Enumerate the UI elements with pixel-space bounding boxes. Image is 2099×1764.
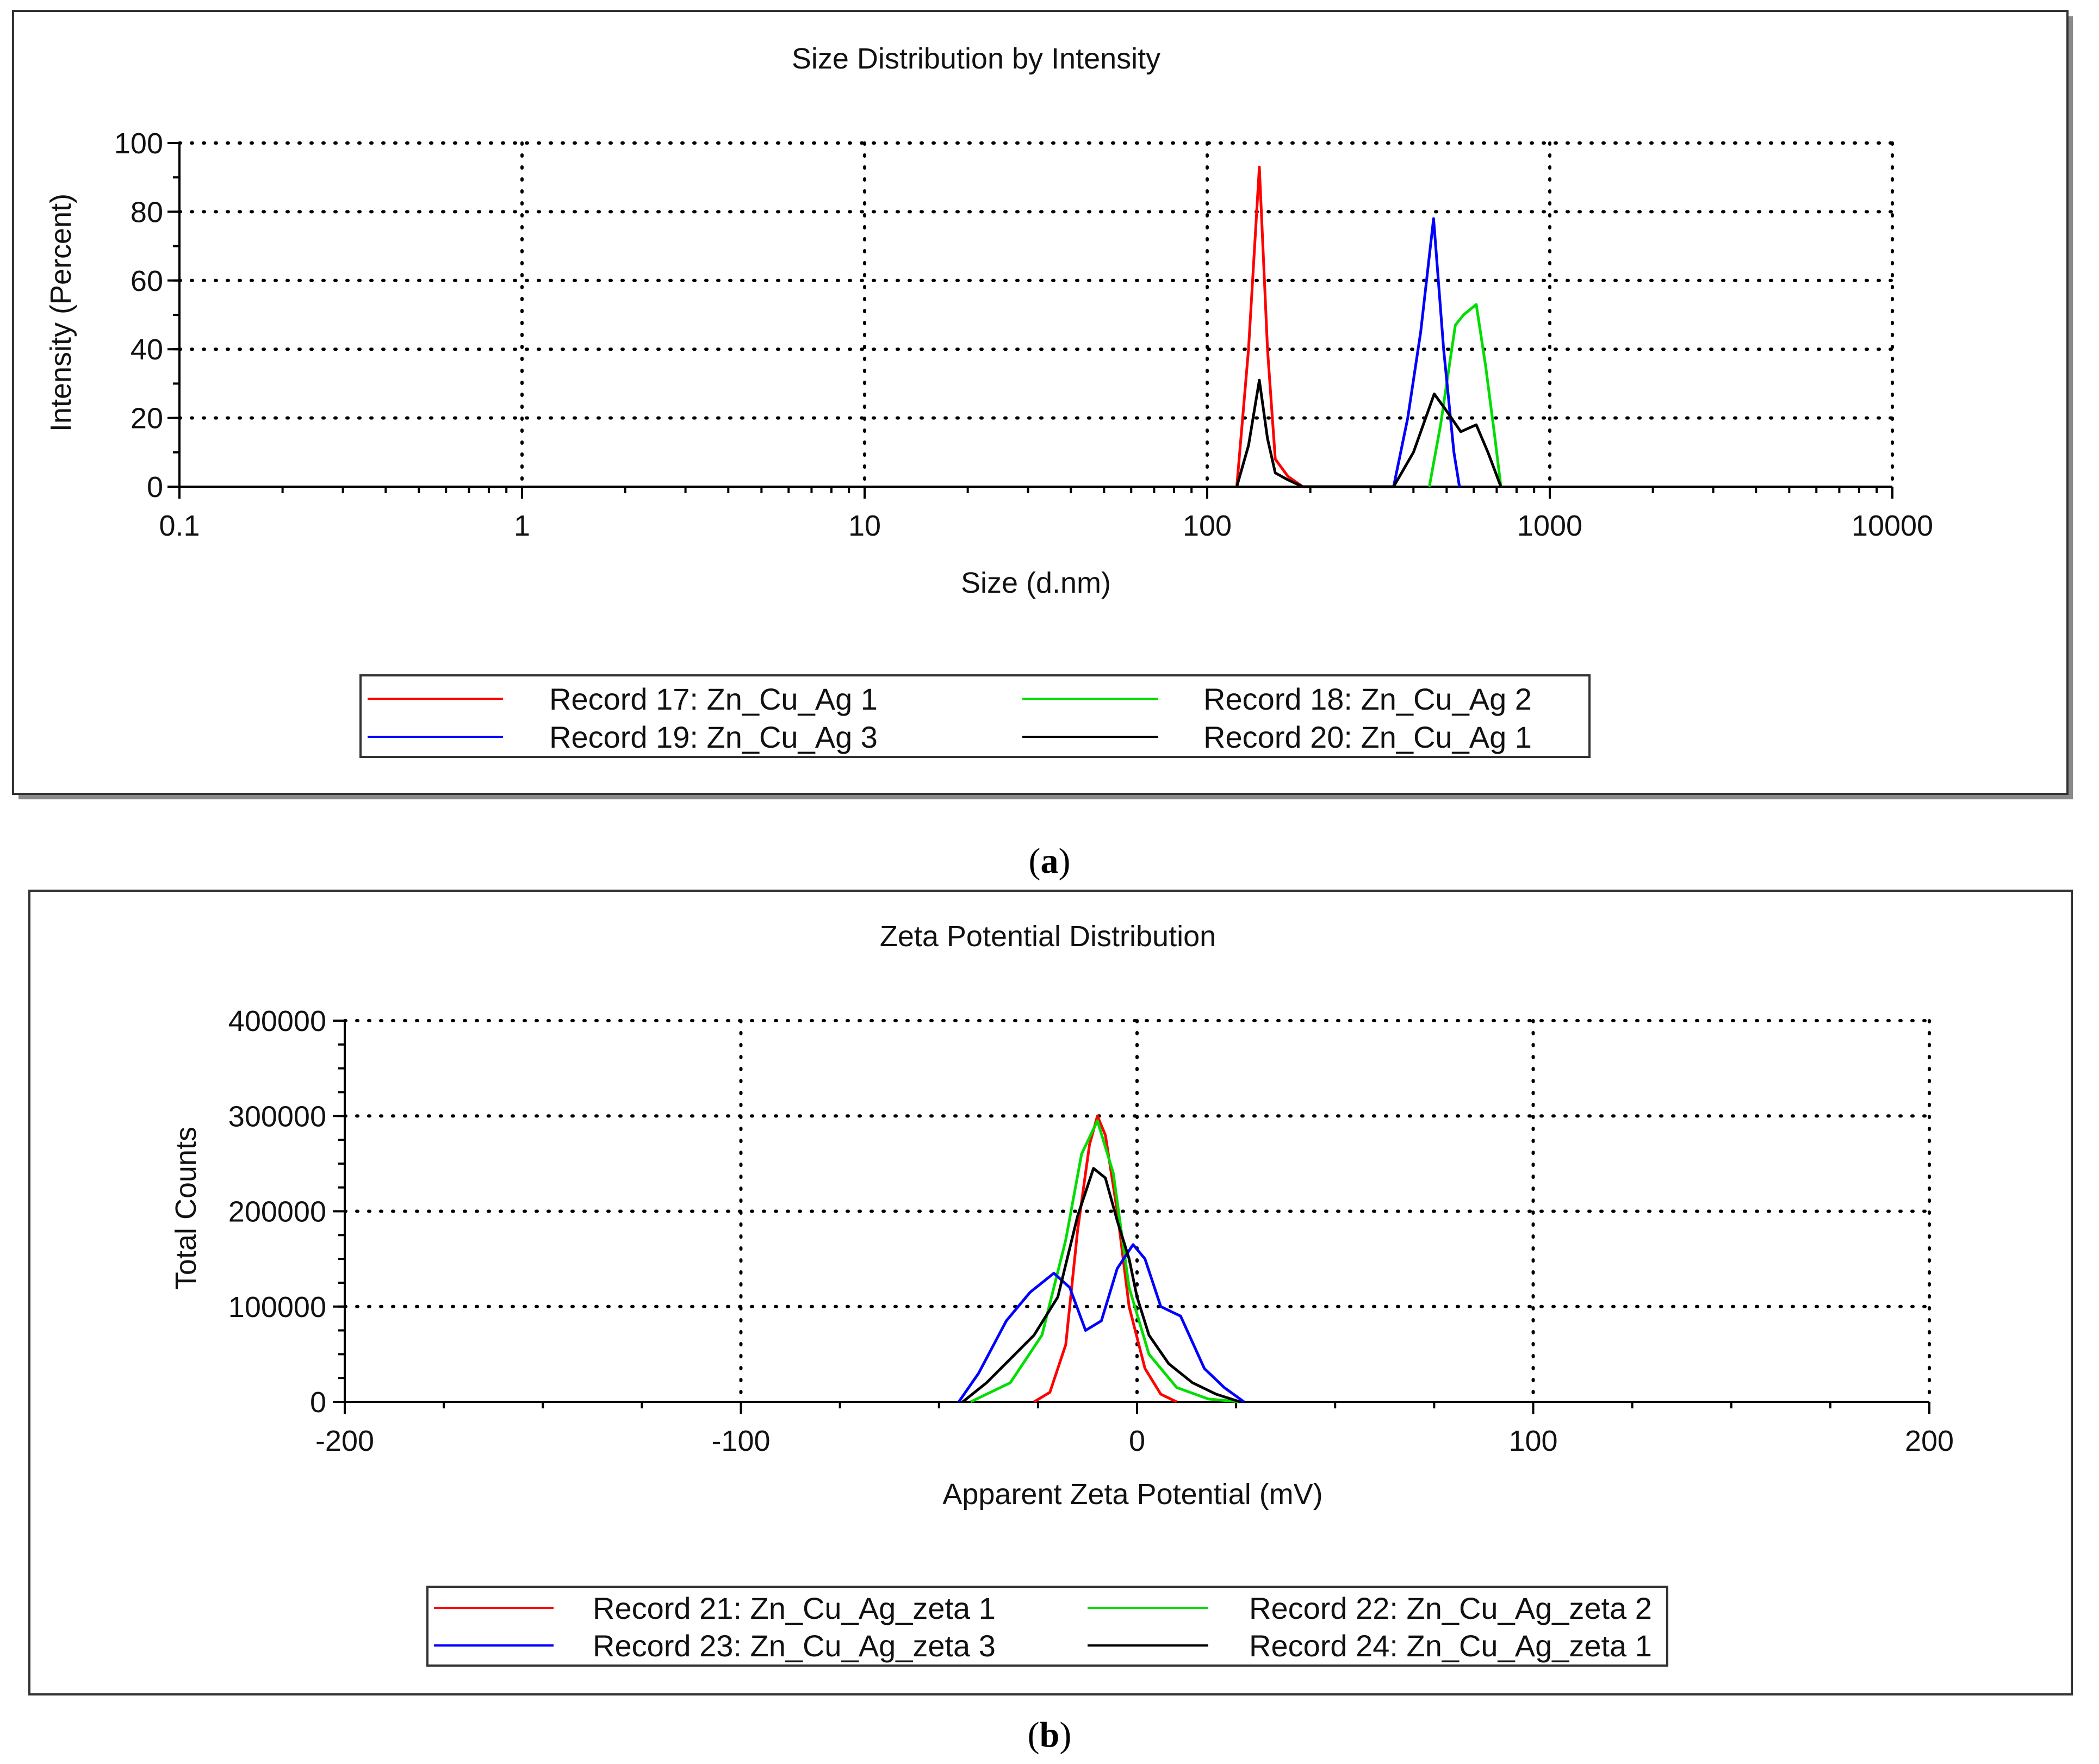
chart-a-grid (178, 141, 1894, 488)
chart-a-series (1235, 165, 1502, 488)
legend-label: Record 17: Zn_Cu_Ag 1 (549, 682, 878, 716)
y-tick-label: 0 (147, 471, 163, 504)
y-tick-label: 400000 (228, 1005, 326, 1038)
x-tick-label: 10 (848, 510, 881, 542)
legend-label: Record 23: Zn_Cu_Ag_zeta 3 (593, 1629, 996, 1663)
caption-b: (b) (1028, 1715, 1072, 1755)
legend-label: Record 24: Zn_Cu_Ag_zeta 1 (1249, 1629, 1652, 1663)
series-line-3 (958, 1243, 1245, 1403)
x-tick-label: 0 (1129, 1425, 1145, 1457)
legend-label: Record 22: Zn_Cu_Ag_zeta 2 (1249, 1591, 1652, 1625)
y-tick-label: 100 (114, 127, 163, 160)
chart-a-legend-box (359, 674, 1591, 758)
y-tick-label: 60 (131, 265, 163, 297)
chart-b-title: Zeta Potential Distribution (880, 920, 1216, 953)
series-line-2 (970, 1119, 1240, 1403)
x-tick-label: 200 (1905, 1425, 1954, 1457)
series-line-4 (1235, 378, 1502, 488)
chart-b-xlabel: Apparent Zeta Potential (mV) (942, 1478, 1322, 1511)
y-tick-label: 80 (131, 196, 163, 228)
legend-label: Record 18: Zn_Cu_Ag 2 (1203, 682, 1532, 716)
chart-a-xlabel: Size (d.nm) (961, 567, 1111, 599)
panel-a: Size Distribution by Intensity 0 20 40 60 80… (12, 10, 2073, 799)
legend-label: Record 19: Zn_Cu_Ag 3 (549, 720, 878, 754)
x-tick-label: 100 (1183, 510, 1232, 542)
series-line-1 (1235, 165, 1304, 488)
legend-label: Record 21: Zn_Cu_Ag_zeta 1 (593, 1591, 996, 1625)
y-tick-label: 300000 (228, 1100, 326, 1133)
x-tick-label: 100 (1508, 1425, 1557, 1457)
series-line-1 (1033, 1114, 1177, 1403)
y-tick-label: 40 (131, 333, 163, 366)
chart-b-ylabel: Total Counts (170, 1127, 202, 1290)
panel-b-frame (28, 890, 2073, 1695)
chart-b-legend-box (426, 1586, 1668, 1667)
chart-a-legend: Record 17: Zn_Cu_Ag 1 Record 18: Zn_Cu_Ag… (359, 674, 1591, 758)
chart-a-axes: 0 20 40 60 80 100 0.1 1 10 100 1000 10000 (114, 127, 1933, 542)
x-tick-label: 0.1 (159, 510, 200, 542)
x-tick-label: 10000 (1852, 510, 1933, 542)
chart-a-ylabel: Intensity (Percent) (45, 194, 77, 432)
y-tick-label: 200000 (228, 1196, 326, 1228)
chart-b-axes: 0 100000 200000 300000 400000 -200 -100 0 100 200 (228, 1005, 1954, 1457)
panel-a-frame (12, 10, 2069, 795)
legend-label: Record 20: Zn_Cu_Ag 1 (1203, 720, 1532, 754)
series-line-3 (1392, 217, 1461, 487)
y-tick-label: 100000 (228, 1291, 326, 1324)
series-line-4 (961, 1167, 1241, 1403)
y-tick-label: 20 (131, 402, 163, 435)
x-tick-label: 1 (514, 510, 530, 542)
panel-b: Zeta Potential Distribution 010000020000… (28, 890, 2073, 1695)
y-tick-label: 0 (310, 1386, 326, 1419)
chart-b-series (958, 1114, 1245, 1403)
x-tick-label: -200 (315, 1425, 374, 1457)
caption-a: (a) (1029, 841, 1071, 881)
chart-b-grid (343, 1019, 1931, 1403)
x-tick-label: -100 (711, 1425, 770, 1457)
chart-b-legend: Record 21: Zn_Cu_Ag_zeta 1 Record 22: Zn_… (426, 1586, 1668, 1667)
chart-a-title: Size Distribution by Intensity (792, 42, 1160, 75)
x-tick-label: 1000 (1517, 510, 1582, 542)
